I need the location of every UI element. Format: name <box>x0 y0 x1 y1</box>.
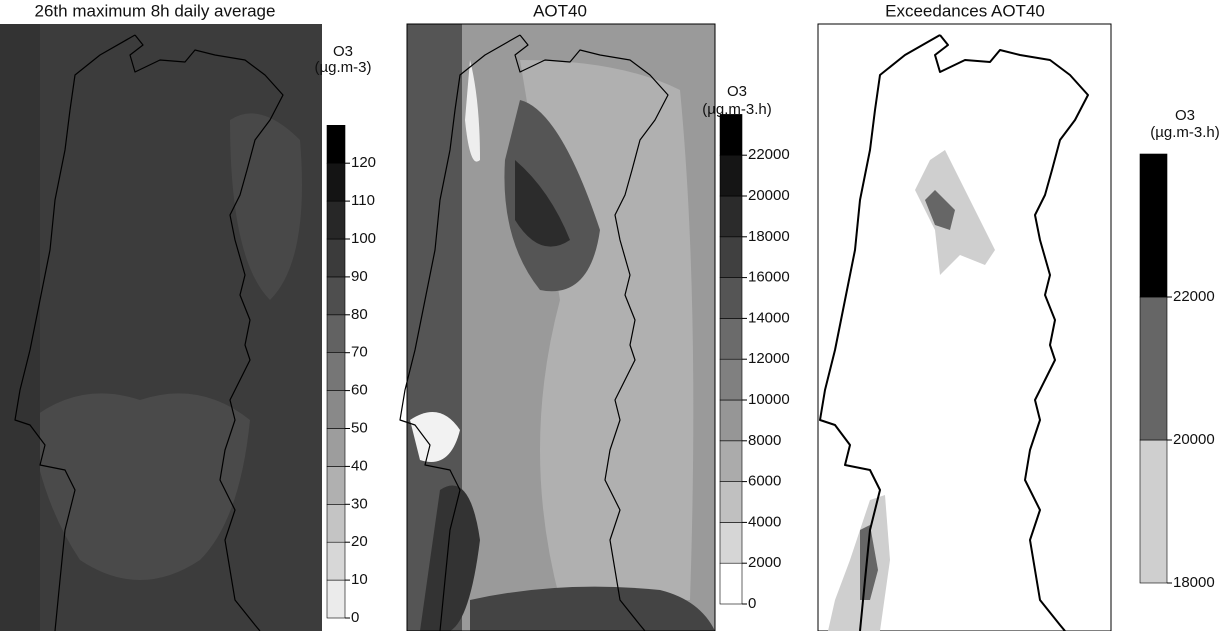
colorbar-segment <box>719 358 743 401</box>
colorbar-segment <box>719 522 743 564</box>
map-panel-1 <box>0 24 322 631</box>
colorbar-segment <box>326 276 346 316</box>
colorbar-label: 14000 <box>748 309 790 326</box>
colorbar-label: 70 <box>351 344 368 361</box>
panel-title: 26th maximum 8h daily average <box>35 1 276 20</box>
unit-label: O3 <box>727 83 747 100</box>
map-panel-3 <box>817 23 1112 631</box>
colorbar-segment <box>326 541 346 581</box>
colorbar-segment <box>719 236 743 278</box>
colorbar-label: 120 <box>351 154 376 171</box>
colorbar-label: 100 <box>351 230 376 247</box>
colorbar-segment <box>326 579 346 619</box>
colorbar-segment <box>326 162 346 202</box>
colorbar-label: 0 <box>351 609 359 626</box>
colorbar-label: 22000 <box>1173 288 1215 305</box>
colorbar-label: 80 <box>351 306 368 323</box>
colorbar-label: 12000 <box>748 350 790 367</box>
colorbar-segment <box>719 318 743 360</box>
colorbar-label: 8000 <box>748 432 781 449</box>
colorbar-segment <box>326 314 346 353</box>
colorbar-segment <box>326 390 346 429</box>
colorbar-segment <box>326 125 346 164</box>
colorbar-segment <box>326 466 346 505</box>
colorbar-label: 10000 <box>748 391 790 408</box>
colorbar-segment <box>719 154 743 197</box>
colorbar-segment <box>719 399 743 442</box>
colorbar-segment <box>1139 439 1168 584</box>
unit-label: (µg.m-3.h) <box>1150 124 1220 141</box>
colorbar-segment <box>719 195 743 238</box>
colorbar-label: 50 <box>351 419 368 436</box>
colorbar-label: 0 <box>748 595 756 612</box>
panel-title: AOT40 <box>533 1 587 20</box>
colorbar-segment <box>719 562 743 605</box>
colorbar-label: 6000 <box>748 473 781 490</box>
colorbar-segment <box>719 440 743 482</box>
unit-label: O3 <box>1175 107 1195 124</box>
colorbar-label: 4000 <box>748 513 781 530</box>
colorbar-label: 2000 <box>748 554 781 571</box>
colorbar-segment <box>719 114 743 156</box>
colorbar-label: 20 <box>351 533 368 550</box>
colorbar-label: 90 <box>351 268 368 285</box>
colorbar-segment <box>719 481 743 523</box>
colorbar-segment <box>326 352 346 391</box>
colorbar-label: 18000 <box>748 228 790 245</box>
colorbar-segment <box>719 277 743 319</box>
colorbar-segment <box>1139 296 1168 441</box>
colorbar-label: 20000 <box>748 187 790 204</box>
colorbar-label: 22000 <box>748 146 790 163</box>
colorbar-label: 60 <box>351 382 368 399</box>
colorbar-segment <box>326 503 346 543</box>
panel-title: Exceedances AOT40 <box>885 1 1045 20</box>
colorbar-segment <box>326 200 346 240</box>
unit-label: O3 <box>333 43 353 60</box>
colorbar-label: 40 <box>351 457 368 474</box>
colorbar-segment <box>326 238 346 278</box>
colorbar-label: 16000 <box>748 269 790 286</box>
colorbar-label: 18000 <box>1173 574 1215 591</box>
unit-label: (µg.m-3.h) <box>702 101 772 118</box>
colorbar-label: 20000 <box>1173 431 1215 448</box>
colorbar-segment <box>1139 153 1168 298</box>
map-panel-2 <box>399 23 716 631</box>
colorbar-segment <box>326 428 346 467</box>
colorbar-label: 10 <box>351 571 368 588</box>
colorbar-label: 30 <box>351 495 368 512</box>
colorbar-label: 110 <box>351 192 375 209</box>
unit-label: (µg.m-3) <box>315 59 372 76</box>
